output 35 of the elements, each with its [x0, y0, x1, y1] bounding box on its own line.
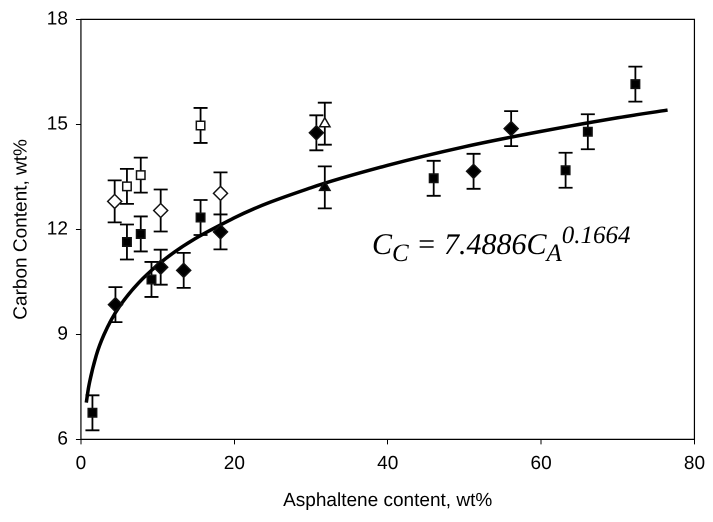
point	[560, 165, 571, 176]
point	[106, 194, 122, 210]
point	[146, 274, 156, 284]
x-tick-label: 80	[684, 453, 706, 474]
x-tick-label: 40	[377, 453, 398, 474]
point	[152, 202, 168, 218]
point	[122, 237, 132, 247]
point	[87, 408, 98, 418]
point	[212, 224, 228, 240]
point	[212, 186, 228, 202]
point	[582, 126, 593, 137]
point	[196, 120, 206, 130]
point	[122, 181, 132, 192]
y-tick-label: 12	[46, 218, 68, 240]
point	[466, 164, 482, 180]
x-axis-title: Asphaltene content, wt%	[283, 490, 492, 511]
x-tick-label: 20	[224, 453, 245, 474]
y-tick-label: 9	[57, 324, 68, 345]
point	[176, 262, 192, 278]
point	[308, 125, 324, 141]
point	[318, 180, 331, 192]
x-tick-label: 60	[530, 453, 552, 474]
point	[196, 212, 206, 222]
y-tick-label: 6	[57, 428, 68, 450]
point	[152, 259, 168, 275]
x-tick-label: 0	[76, 453, 86, 474]
point	[136, 170, 146, 180]
point	[630, 79, 640, 90]
point	[428, 173, 439, 184]
point	[108, 296, 124, 312]
point	[503, 120, 519, 136]
y-axis-title: Carbon Content, wt%	[10, 139, 32, 320]
y-tick-label: 18	[46, 8, 68, 30]
y-tick-label: 15	[46, 114, 68, 135]
point	[136, 228, 146, 239]
